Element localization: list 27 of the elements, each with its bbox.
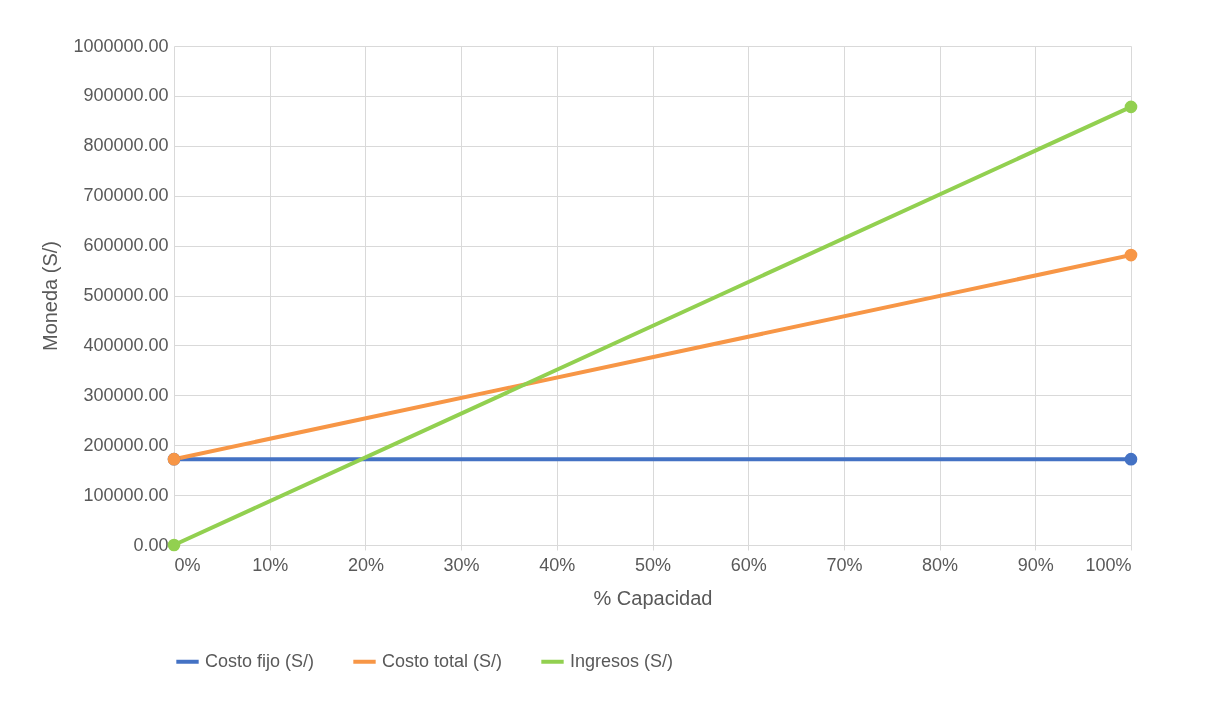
y-tick-label: 900000.00 [83, 85, 169, 106]
x-tick-label: 100% [1085, 554, 1132, 575]
y-tick-label: 500000.00 [83, 285, 169, 305]
x-tick-label: 10% [252, 554, 289, 575]
legend-label: Ingresos (S/) [570, 650, 674, 671]
legend-label: Costo total (S/) [382, 650, 503, 671]
x-tick-label: 70% [826, 554, 863, 575]
y-tick-label: 1000000.00 [73, 35, 169, 56]
x-axis-title: % Capacidad [593, 586, 713, 609]
y-tick-label: 700000.00 [83, 185, 169, 206]
x-tick-label: 60% [730, 554, 767, 575]
x-tick-label: 0% [174, 554, 201, 575]
y-axis-title: Moneda (S/) [39, 240, 62, 352]
legend-label: Costo fijo (S/) [205, 650, 315, 671]
x-tick-label: 30% [443, 554, 480, 575]
x-tick-label: 90% [1017, 554, 1054, 575]
y-tick-label: 300000.00 [83, 384, 169, 405]
y-tick-label: 800000.00 [83, 135, 169, 156]
x-tick-label: 40% [539, 554, 576, 575]
y-tick-label: 600000.00 [83, 235, 169, 256]
y-tick-label: 200000.00 [83, 434, 169, 455]
x-tick-label: 50% [634, 554, 672, 575]
y-tick-label: 100000.00 [83, 484, 169, 505]
y-tick-label: 400000.00 [83, 334, 169, 355]
x-tick-label: 20% [347, 554, 384, 575]
x-tick-label: 80% [922, 554, 959, 575]
y-tick-label: 0.00 [133, 534, 169, 555]
